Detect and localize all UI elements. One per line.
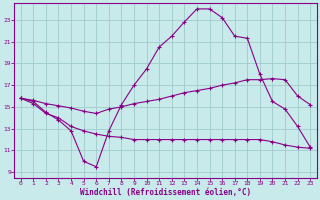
X-axis label: Windchill (Refroidissement éolien,°C): Windchill (Refroidissement éolien,°C) [80, 188, 251, 197]
